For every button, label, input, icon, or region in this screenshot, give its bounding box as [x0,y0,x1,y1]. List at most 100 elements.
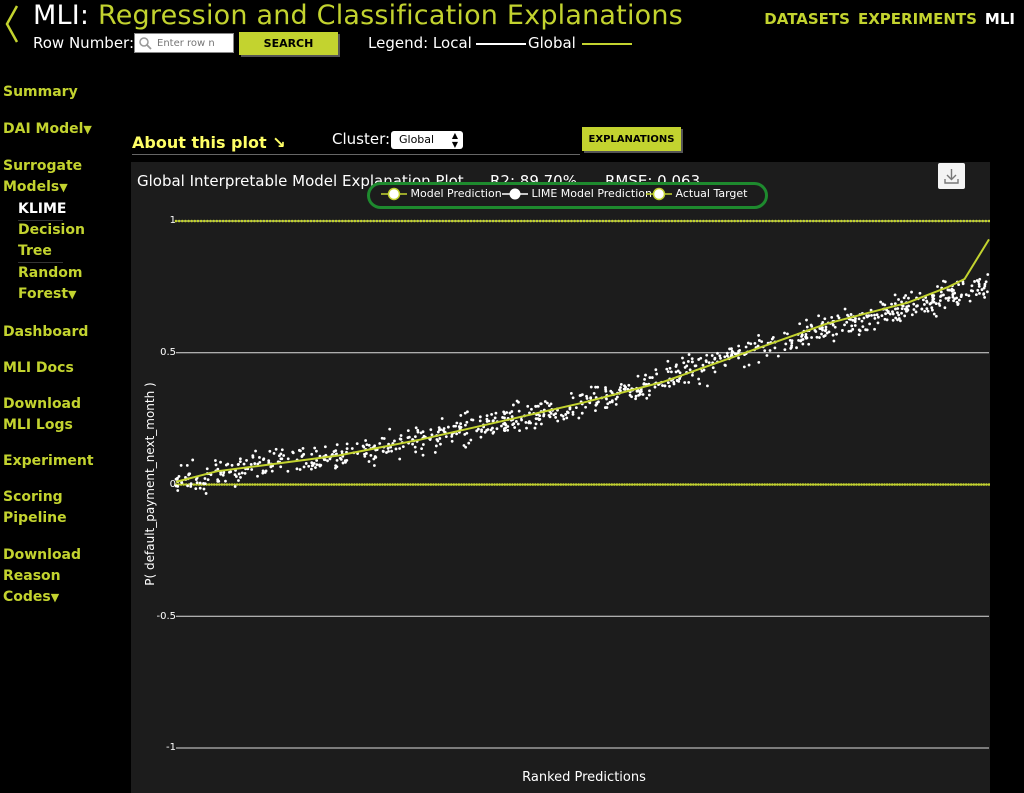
lime-prediction-point [827,330,831,334]
actual-target-point [730,219,733,223]
lime-prediction-point [585,397,589,400]
actual-target-point [328,219,332,223]
lime-prediction-point [414,426,418,430]
nav-mli[interactable]: MLI [984,10,1015,28]
cluster-select[interactable]: Global ▲ ▼ [391,131,463,149]
actual-target-point [192,483,196,486]
lime-prediction-point [713,370,717,374]
actual-target-point [528,483,532,486]
lime-prediction-point [480,428,483,432]
sidebar-item-klime[interactable]: KLIME [18,199,66,221]
lime-prediction-point [957,283,961,287]
legend-actual-target[interactable]: Actual Target [646,187,748,201]
lime-prediction-point [387,450,390,453]
actual-target-point [890,483,894,486]
actual-target-point [314,483,318,486]
lime-prediction-point [463,411,467,415]
search-button[interactable]: SEARCH [239,32,338,55]
sidebar-item-decision-tree[interactable]: Decision Tree [18,220,85,262]
lime-prediction-point [725,351,729,355]
actual-target-point [749,219,752,223]
actual-target-point [345,483,349,486]
actual-target-point [871,219,875,223]
legend-lime-prediction[interactable]: LIME Model Prediction [502,187,652,201]
nav-datasets[interactable]: DATASETS [764,10,850,28]
actual-target-point [862,483,866,486]
actual-target-point [212,483,216,486]
actual-target-point [199,219,203,223]
sidebar-item-surrogate-models[interactable]: Surrogate Models▼ [3,156,82,198]
lime-prediction-point [641,393,645,396]
actual-target-point [833,219,837,223]
sidebar-item-scoring-pipeline[interactable]: Scoring Pipeline [3,487,67,529]
lime-prediction-point [983,282,987,286]
actual-target-point [322,483,326,486]
actual-target-point [681,483,685,486]
nav-experiments[interactable]: EXPERIMENTS [857,10,977,28]
lime-prediction-point [258,460,262,464]
actual-target-point [761,219,765,223]
lime-prediction-point [565,416,569,420]
lime-prediction-point [268,449,272,453]
actual-target-point [383,483,387,486]
y-tick-label: 1 [169,215,176,226]
sidebar-item-experiment[interactable]: Experiment [3,453,94,469]
actual-target-point [648,483,652,486]
lime-prediction-point [932,294,936,297]
y-tick-label: 0 [169,479,176,490]
sidebar-item-mli-docs[interactable]: MLI Docs [3,360,74,376]
lime-prediction-point [506,428,510,432]
actual-target-point [526,219,529,223]
actual-target-point [391,219,394,223]
lime-prediction-point [645,396,649,400]
lime-prediction-point [978,291,981,295]
actual-target-point [490,483,494,486]
row-number-input[interactable] [157,35,231,51]
actual-target-point [466,219,470,223]
lime-prediction-point [469,438,473,442]
row-number-field[interactable] [134,33,234,53]
download-plot-button[interactable] [938,163,965,189]
back-chevron-icon[interactable] [2,2,22,46]
actual-target-point [824,219,828,223]
explanations-button[interactable]: EXPLANATIONS [582,127,681,151]
actual-target-point [429,483,433,486]
actual-target-point [964,483,968,486]
sidebar-item-summary[interactable]: Summary [3,84,78,100]
actual-target-point [559,483,563,486]
lime-prediction-point [896,311,899,315]
actual-target-point [256,219,259,223]
actual-target-point [585,219,589,223]
actual-target-point [952,483,955,486]
actual-target-point [564,483,568,486]
actual-target-point [589,219,592,223]
actual-target-point [607,219,611,223]
lime-prediction-point [304,462,308,465]
lime-prediction-point [240,471,244,475]
actual-target-point [300,219,303,223]
sidebar-item-random-forest[interactable]: Random Forest▼ [18,263,82,305]
lime-prediction-point [596,385,600,389]
actual-target-point [987,483,990,486]
legend-model-prediction[interactable]: Model Prediction [381,187,502,201]
sidebar-item-label: Forest [18,286,69,302]
lime-prediction-point [179,463,183,467]
lime-prediction-point [229,470,233,474]
lime-prediction-point [783,348,787,352]
lime-prediction-point [434,444,438,448]
lime-prediction-point [937,302,941,306]
y-tick-label: 0.5 [160,347,176,358]
sidebar-item-download-reason-codes[interactable]: Download Reason Codes▼ [3,545,81,608]
sidebar-item-dai-model[interactable]: DAI Model▼ [3,119,92,140]
sidebar-item-download-mli-logs[interactable]: Download MLI Logs [3,394,81,436]
actual-target-point [768,483,772,486]
actual-target-point [414,483,417,486]
lime-prediction-point [335,458,339,462]
actual-target-point [908,483,912,486]
actual-target-point [572,483,575,486]
sidebar-item-dashboard[interactable]: Dashboard [3,324,89,340]
lime-prediction-point [534,417,538,421]
lime-prediction-point [310,464,314,468]
lime-prediction-point [475,429,479,433]
about-plot-link[interactable]: About this plot ↘ [132,133,286,152]
